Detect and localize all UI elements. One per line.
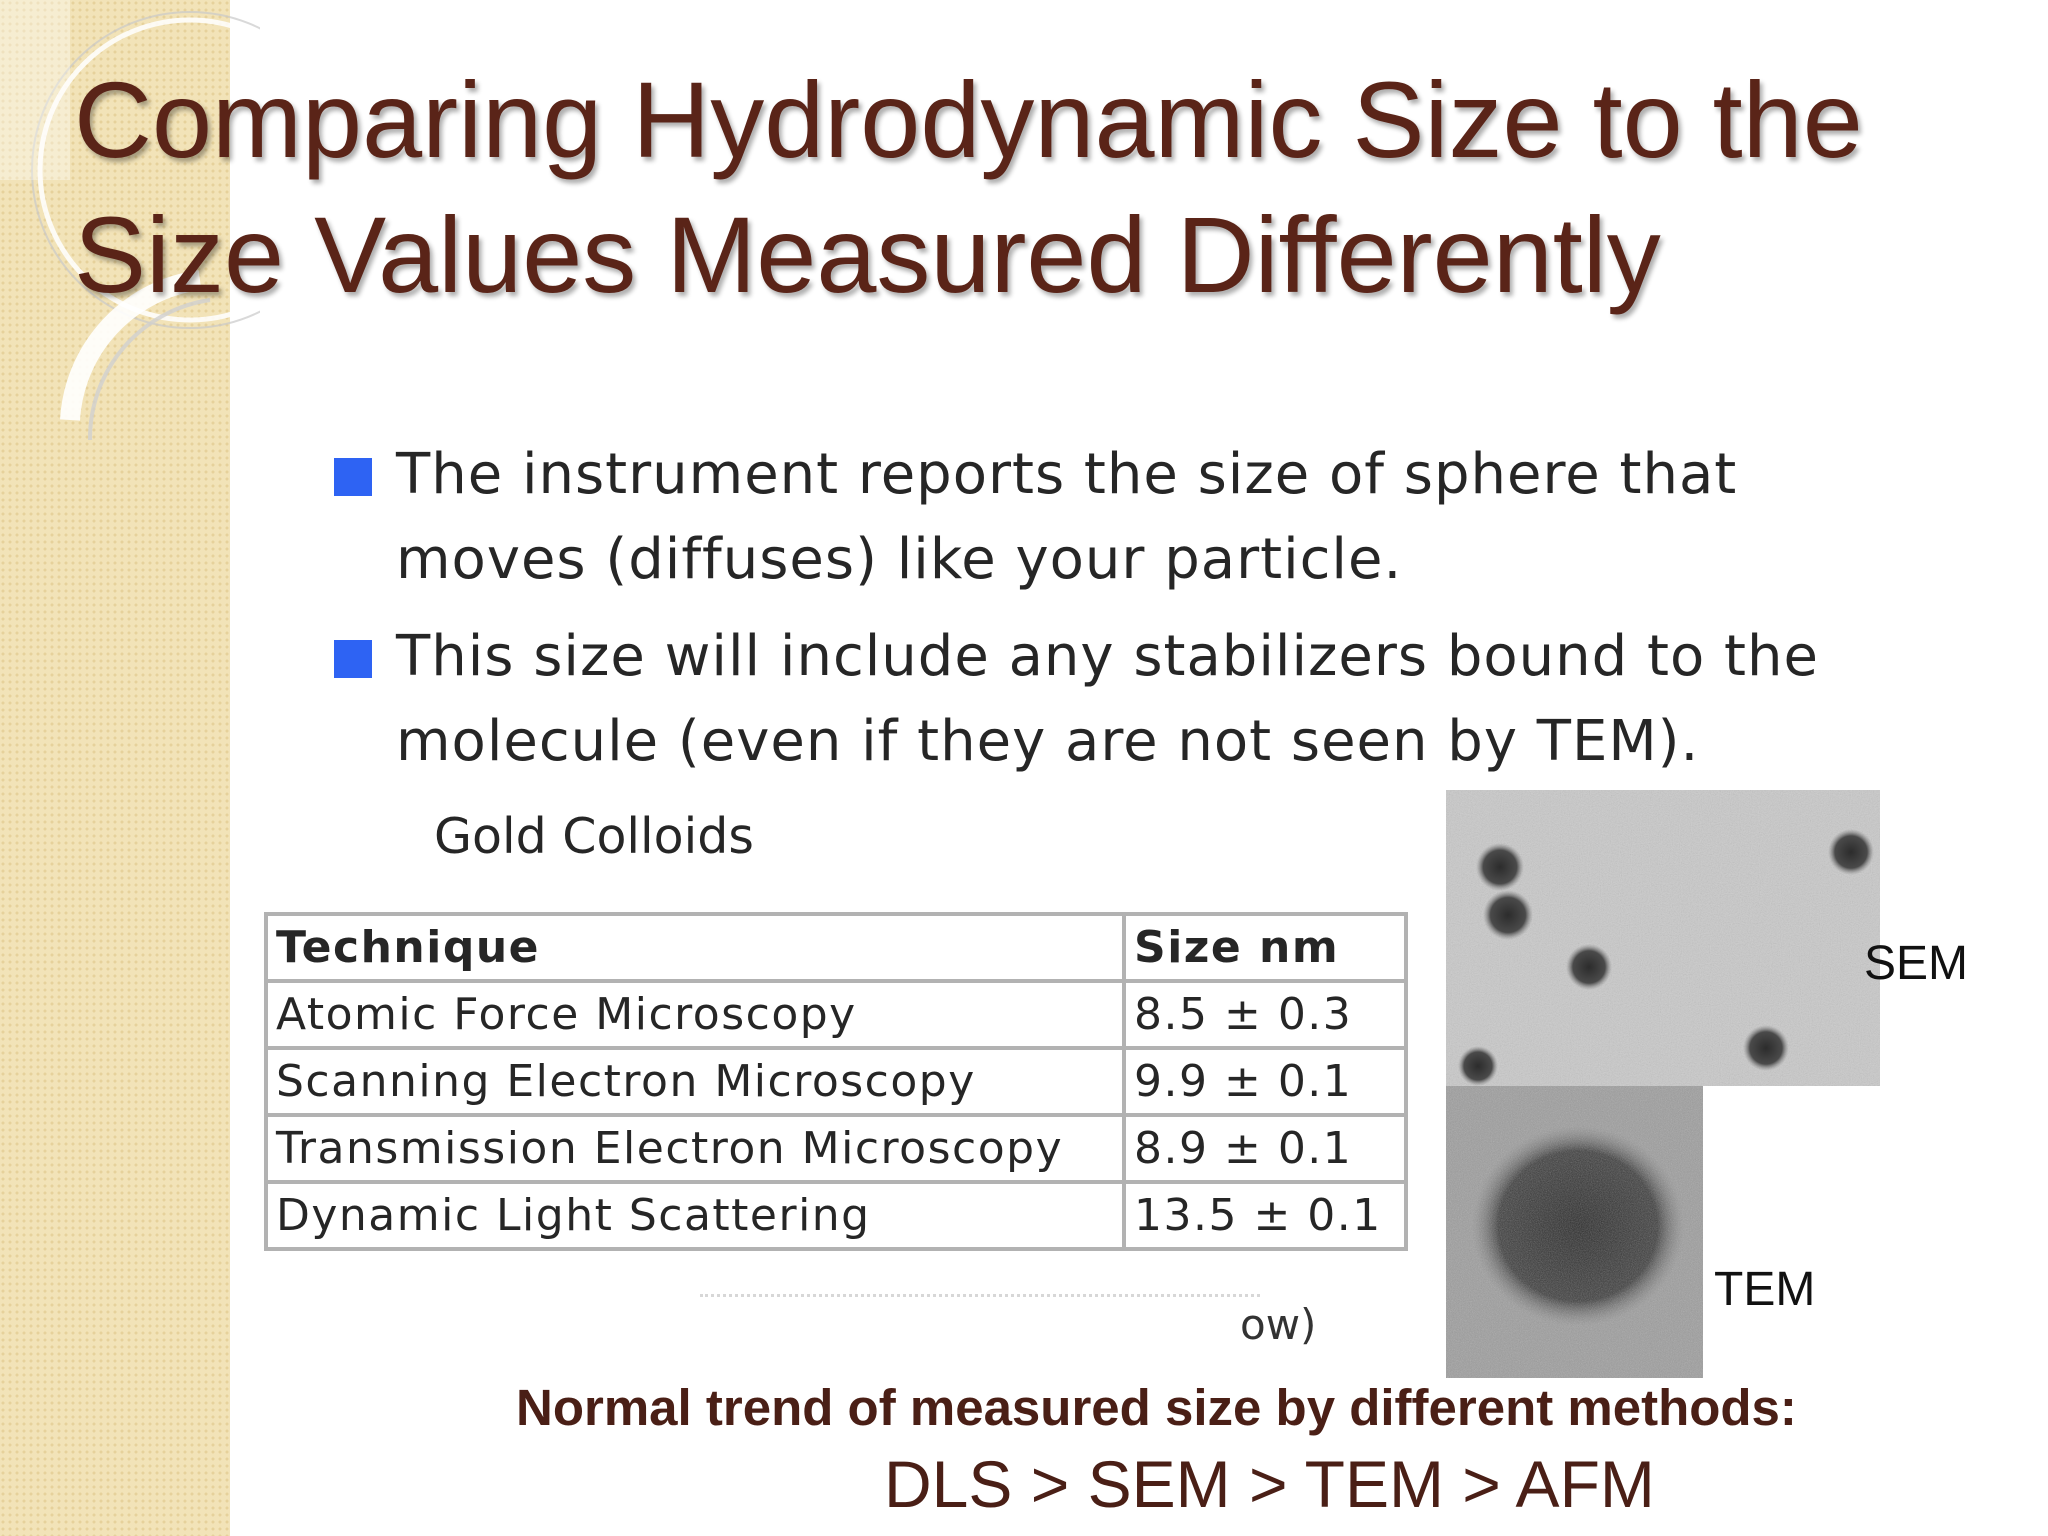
column-header-technique: Technique xyxy=(268,916,1122,979)
bullet-item: The instrument reports the size of spher… xyxy=(330,432,1890,602)
bullet-line: The instrument reports the size of spher… xyxy=(396,442,1738,507)
sem-micrograph xyxy=(1446,790,1880,1086)
bullet-list: The instrument reports the size of spher… xyxy=(330,432,1890,796)
square-bullet-icon xyxy=(334,640,372,678)
technique-cell: Scanning Electron Microscopy xyxy=(268,1050,1122,1113)
table-row: Scanning Electron Microscopy 9.9 ± 0.1 xyxy=(268,1050,1404,1113)
table-caption: Gold Colloids xyxy=(434,808,754,865)
table-row: Atomic Force Microscopy 8.5 ± 0.3 xyxy=(268,983,1404,1046)
trend-heading: Normal trend of measured size by differe… xyxy=(516,1379,1797,1436)
slide-title: Comparing Hydrodynamic Size to the Size … xyxy=(74,52,1974,322)
square-bullet-icon xyxy=(334,458,372,496)
cropped-text-remnant xyxy=(700,1294,1260,1303)
bullet-item: This size will include any stabilizers b… xyxy=(330,614,1890,784)
tem-micrograph xyxy=(1446,1086,1703,1378)
bullet-line: This size will include any stabilizers b… xyxy=(396,624,1819,689)
tem-label: TEM xyxy=(1714,1263,1816,1316)
technique-cell: Atomic Force Microscopy xyxy=(268,983,1122,1046)
size-cell: 8.9 ± 0.1 xyxy=(1126,1117,1404,1180)
size-cell: 8.5 ± 0.3 xyxy=(1126,983,1404,1046)
sem-label: SEM xyxy=(1864,937,1969,990)
table-header-row: Technique Size nm xyxy=(268,916,1404,979)
trend-order: DLS > SEM > TEM > AFM xyxy=(884,1447,1655,1521)
bullet-line: molecule (even if they are not seen by T… xyxy=(396,709,1700,774)
bullet-line: moves (diffuses) like your particle. xyxy=(396,527,1403,592)
cropped-text: ow) xyxy=(1240,1300,1317,1349)
table-row: Transmission Electron Microscopy 8.9 ± 0… xyxy=(268,1117,1404,1180)
title-line-2: Size Values Measured Differently xyxy=(74,194,1661,315)
title-line-1: Comparing Hydrodynamic Size to the xyxy=(74,59,1863,180)
table-row: Dynamic Light Scattering 13.5 ± 0.1 xyxy=(268,1184,1404,1247)
technique-cell: Dynamic Light Scattering xyxy=(268,1184,1122,1247)
column-header-size: Size nm xyxy=(1126,916,1404,979)
technique-cell: Transmission Electron Microscopy xyxy=(268,1117,1122,1180)
size-cell: 9.9 ± 0.1 xyxy=(1126,1050,1404,1113)
technique-size-table: Technique Size nm Atomic Force Microscop… xyxy=(264,912,1408,1251)
size-cell: 13.5 ± 0.1 xyxy=(1126,1184,1404,1247)
